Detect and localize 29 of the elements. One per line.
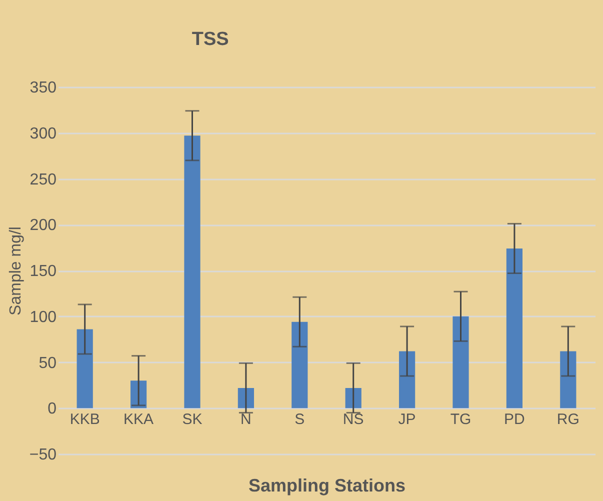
bar	[76, 329, 93, 408]
x-tick-label: RG	[556, 410, 580, 428]
bar	[560, 351, 576, 408]
bar	[506, 248, 523, 408]
bar	[292, 322, 308, 408]
x-tick-label: KKB	[70, 410, 100, 428]
x-tick-label: SK	[182, 410, 202, 428]
y-tick-label: 250	[30, 171, 57, 188]
y-tick-label: 350	[30, 80, 57, 96]
x-tick-label: JP	[398, 410, 416, 428]
y-tick-label: 150	[30, 263, 57, 280]
y-axis-title: Sample mg/l	[7, 226, 24, 316]
x-tick-label: TG	[450, 410, 472, 428]
y-tick-label: 100	[30, 308, 57, 326]
x-tick-label: S	[294, 410, 305, 428]
y-tick-label: −50	[29, 446, 57, 464]
y-tick-label: 200	[30, 217, 57, 234]
x-tick-label: N	[240, 410, 252, 428]
chart-title: TSS	[192, 29, 229, 50]
x-tick-label: KKA	[124, 410, 154, 428]
bar	[398, 351, 416, 408]
x-tick-label: NS	[342, 410, 364, 428]
y-tick-label: 300	[30, 125, 57, 142]
y-tick-label: 0	[48, 400, 57, 418]
x-axis-title: Sampling Stations	[248, 476, 406, 496]
x-tick-label: PD	[504, 410, 526, 428]
y-tick-label: 50	[38, 354, 57, 372]
bar	[452, 316, 469, 408]
bar	[184, 136, 200, 408]
